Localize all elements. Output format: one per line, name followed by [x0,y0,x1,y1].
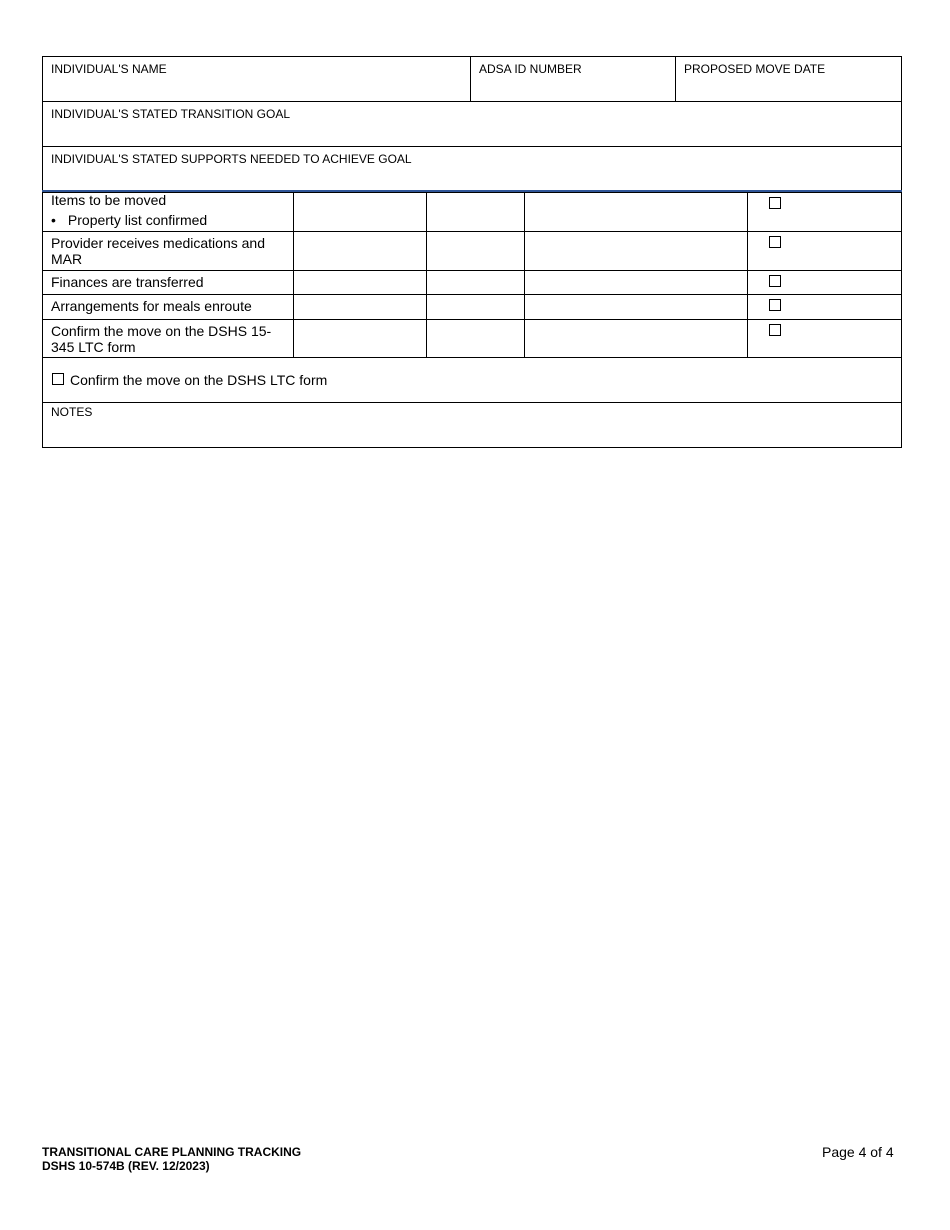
confirm-move-row: Confirm the move on the DSHS LTC form [42,357,902,403]
bullet-icon: • [51,212,56,228]
checklist-entry-cell[interactable] [524,231,748,271]
checklist-item-cell: Provider receives medications and MAR [42,231,294,271]
notes-label: NOTES [51,405,93,419]
checklist-entry-cell[interactable] [426,192,525,232]
proposed-move-date-field[interactable]: PROPOSED MOVE DATE [675,56,902,102]
checklist-item-bullet-text: Property list confirmed [67,212,208,228]
checklist-item-label: Arrangements for meals enroute [51,298,252,314]
checklist-entry-cell[interactable] [293,192,427,232]
checklist-entry-cell[interactable] [293,319,427,358]
footer-title: TRANSITIONAL CARE PLANNING TRACKING [42,1145,302,1159]
checklist-item-label: Provider receives medications and MAR [51,235,265,267]
notes-field[interactable]: NOTES [42,402,902,448]
proposed-move-date-label: PROPOSED MOVE DATE [684,62,826,76]
adsa-id-label: ADSA ID NUMBER [479,62,582,76]
transition-goal-label: INDIVIDUAL'S STATED TRANSITION GOAL [51,107,290,121]
checklist-entry-cell[interactable] [293,231,427,271]
checklist-item-cell: Finances are transferred [42,270,294,295]
supports-needed-field[interactable]: INDIVIDUAL'S STATED SUPPORTS NEEDED TO A… [42,146,902,192]
checklist-checkbox[interactable] [769,324,781,336]
checklist-entry-cell[interactable] [426,294,525,320]
checklist-entry-cell[interactable] [524,192,748,232]
checklist-check-cell[interactable] [747,231,902,271]
checklist-entry-cell[interactable] [524,319,748,358]
individual-name-field[interactable]: INDIVIDUAL'S NAME [42,56,471,102]
checklist-checkbox[interactable] [769,197,781,209]
adsa-id-field[interactable]: ADSA ID NUMBER [470,56,676,102]
checklist-item-label: Confirm the move on the DSHS 15-345 LTC … [51,323,272,355]
confirm-move-label: Confirm the move on the DSHS LTC form [70,372,328,388]
checklist-entry-cell[interactable] [524,270,748,295]
supports-needed-label: INDIVIDUAL'S STATED SUPPORTS NEEDED TO A… [51,152,412,166]
checklist-check-cell[interactable] [747,192,902,232]
checklist-item-label: Items to be moved [51,192,167,208]
checklist-check-cell[interactable] [747,270,902,295]
checklist-checkbox[interactable] [769,299,781,311]
footer-form-id: DSHS 10-574B (REV. 12/2023) [42,1159,210,1173]
checklist-item-cell: Items to be moved • Property list confirme… [42,192,294,232]
checklist-item-label: Finances are transferred [51,274,204,290]
checklist-entry-cell[interactable] [426,231,525,271]
checklist-check-cell[interactable] [747,294,902,320]
checklist-item-cell: Confirm the move on the DSHS 15-345 LTC … [42,319,294,358]
checklist-entry-cell[interactable] [293,294,427,320]
checklist-entry-cell[interactable] [293,270,427,295]
checklist-item-bullet: • Property list confirmed [51,212,207,228]
page-number: Page 4 of 4 [822,1144,894,1160]
checklist-check-cell[interactable] [747,319,902,358]
transition-goal-field[interactable]: INDIVIDUAL'S STATED TRANSITION GOAL [42,101,902,147]
checklist-entry-cell[interactable] [426,270,525,295]
confirm-move-checkbox[interactable] [52,373,64,385]
checklist-checkbox[interactable] [769,236,781,248]
checklist-item-cell: Arrangements for meals enroute [42,294,294,320]
checklist-entry-cell[interactable] [426,319,525,358]
individual-name-label: INDIVIDUAL'S NAME [51,62,167,76]
section-divider [42,190,902,193]
checklist-checkbox[interactable] [769,275,781,287]
checklist-entry-cell[interactable] [524,294,748,320]
